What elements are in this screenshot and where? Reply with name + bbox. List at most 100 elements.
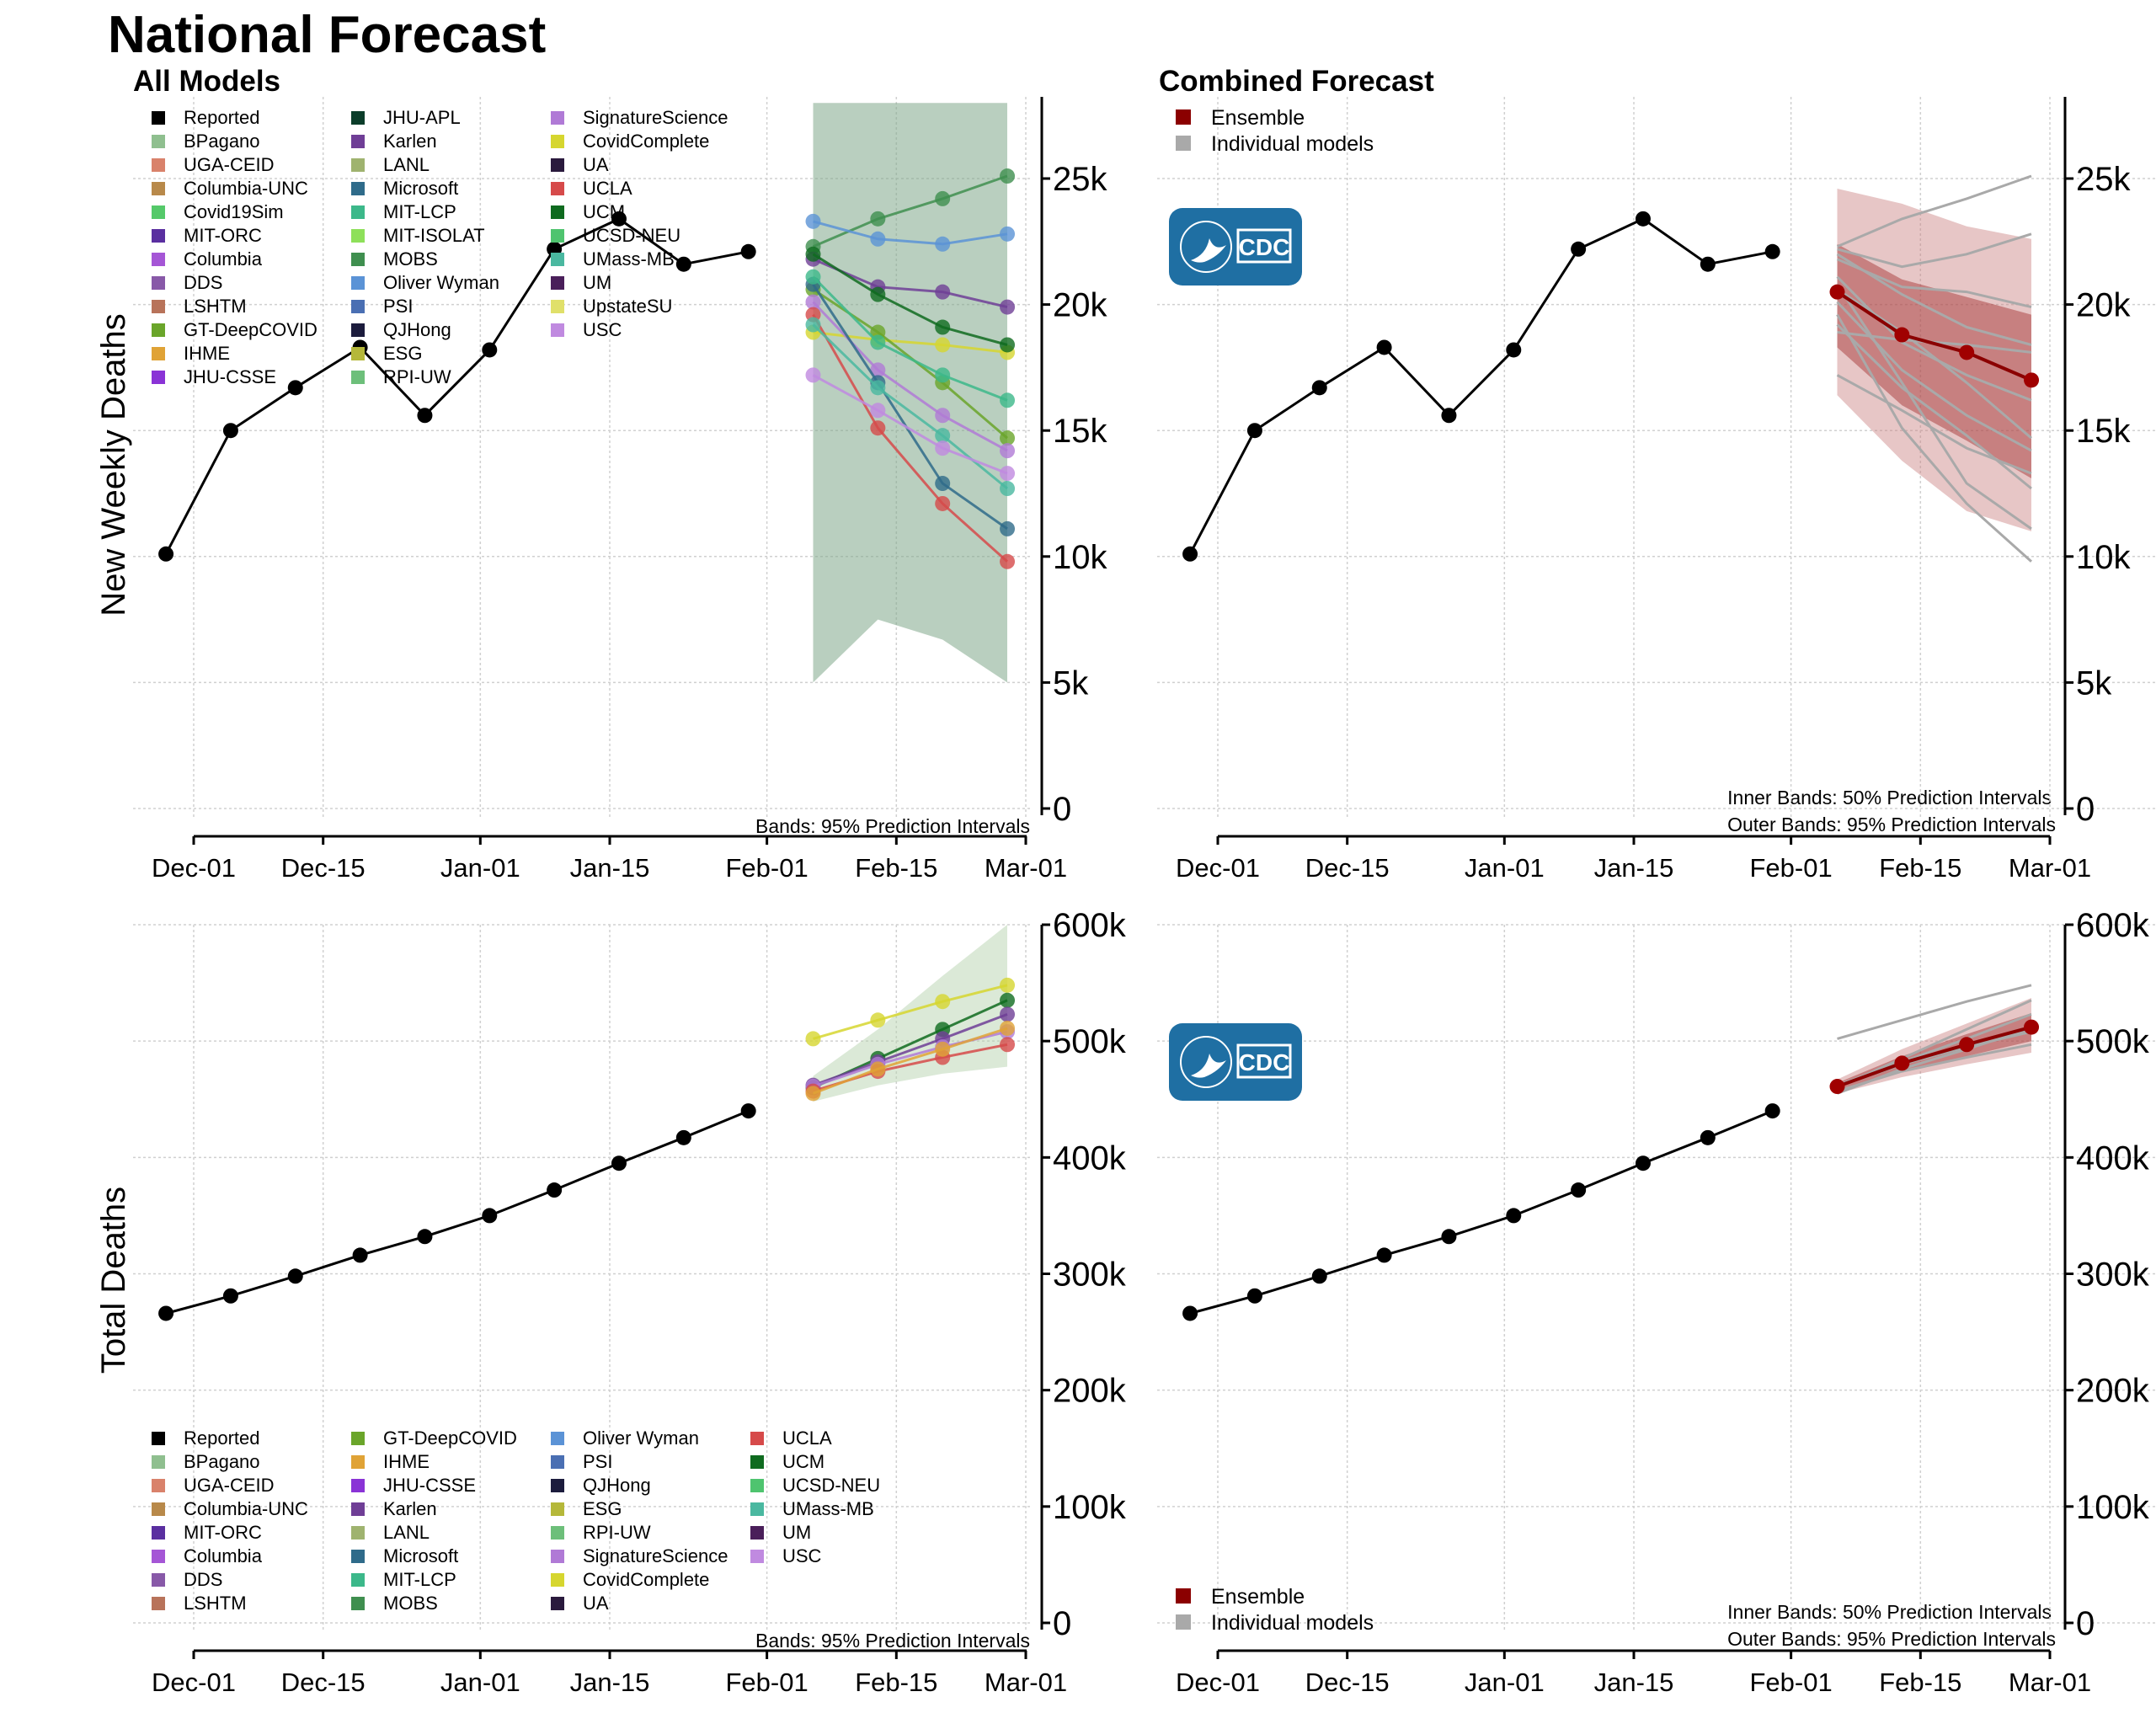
x-tick-label: Dec-15	[1305, 853, 1390, 883]
series-point-mobs	[935, 190, 951, 206]
legend-swatch	[351, 1502, 365, 1516]
y-tick-label: 10k	[2076, 539, 2131, 576]
series-point-signaturescience	[1000, 443, 1016, 459]
cdc-logo-text: CDC	[1239, 1049, 1290, 1075]
model-legend-model_legend_top: ReportedBPaganoUGA-CEIDColumbia-UNCCovid…	[152, 107, 728, 387]
legend-label: MIT-LCP	[383, 1569, 456, 1590]
reported-point	[1441, 1229, 1457, 1245]
legend-label: USC	[782, 1545, 822, 1566]
series-point-covidcomplete	[935, 337, 951, 353]
legend-swatch	[152, 371, 165, 384]
ensemble-point	[1894, 1055, 1910, 1071]
legend-swatch	[551, 253, 564, 266]
x-tick-label: Jan-01	[440, 853, 520, 883]
x-tick-label: Feb-01	[1750, 1668, 1833, 1697]
inner-band-note-bottom-right: Inner Bands: 50% Prediction Intervals	[1727, 1601, 2052, 1623]
legend-label: PSI	[583, 1451, 612, 1472]
outer-band-note-top-right: Outer Bands: 95% Prediction Intervals	[1727, 814, 2056, 835]
legend-label: MIT-ISOLAT	[383, 225, 485, 246]
legend-label-individual: Individual models	[1211, 1611, 1374, 1635]
legend-label: RPI-UW	[583, 1522, 651, 1543]
legend-swatch-ensemble	[1176, 109, 1191, 125]
legend-swatch	[152, 229, 165, 243]
legend-swatch	[351, 1573, 365, 1587]
y-tick-label: 5k	[1053, 664, 1089, 702]
legend-swatch	[152, 205, 165, 219]
reported-point	[675, 1129, 691, 1145]
legend-swatch	[351, 1550, 365, 1563]
reported-point	[352, 1247, 368, 1263]
series-point-ucla	[870, 420, 886, 436]
series-point-covidcomplete	[805, 1031, 821, 1047]
legend-swatch	[551, 323, 564, 337]
legend-label: LSHTM	[184, 296, 247, 317]
series-point-microsoft	[1000, 520, 1016, 536]
legend-swatch	[551, 182, 564, 195]
y-tick-label: 15k	[2076, 413, 2131, 450]
hhs-seal-icon	[1180, 221, 1232, 273]
legend-label: MOBS	[383, 248, 438, 269]
y-axis-label-total: Total Deaths	[95, 1187, 132, 1374]
legend-swatch	[152, 253, 165, 266]
legend-swatch-individual	[1176, 1614, 1191, 1630]
hhs-seal-icon	[1180, 1036, 1232, 1088]
y-tick-label: 0	[2076, 791, 2095, 828]
individual-model-line	[1836, 275, 2032, 402]
legend-label: Oliver Wyman	[383, 272, 499, 293]
series-point-ucla	[1000, 553, 1016, 569]
y-tick-label: 200k	[2076, 1373, 2150, 1410]
ensemble-point	[1894, 327, 1910, 343]
y-tick-label: 5k	[2076, 664, 2112, 702]
legend-label: ESG	[583, 1498, 622, 1519]
legend-swatch	[152, 276, 165, 290]
panel-top_right: 0 5k 10k 15k 20k 25k Dec-01 Dec-15 Jan-01 Jan-15 F…	[1157, 97, 2156, 883]
legend-label: UM	[782, 1522, 811, 1543]
legend-swatch	[551, 1502, 564, 1516]
x-tick-label: Dec-15	[281, 853, 366, 883]
legend-label: USC	[583, 319, 622, 340]
legend-swatch	[750, 1526, 764, 1540]
reported-point	[1571, 241, 1587, 257]
panel-bottom_left: 0 100k 200k 300k 400k 500k 600k Dec-01 Dec-15 Jan…	[133, 907, 1127, 1697]
legend-label: SignatureScience	[583, 1545, 728, 1566]
legend-swatch	[351, 300, 365, 313]
series-line-ucm	[812, 253, 1008, 346]
legend-label: UA	[583, 154, 609, 175]
cdc-logo-background	[1169, 208, 1302, 285]
legend-swatch	[351, 1526, 365, 1540]
legend-label: GT-DeepCOVID	[383, 1427, 517, 1449]
series-line-covidcomplete	[813, 984, 1008, 1040]
reported-point	[417, 408, 433, 424]
series-point-usc	[870, 403, 886, 419]
series-point-mobs	[870, 211, 886, 227]
x-tick-label: Feb-01	[726, 853, 808, 883]
y-tick-label: 300k	[1053, 1257, 1127, 1294]
x-tick-label: Feb-15	[855, 1668, 937, 1697]
reported-point	[482, 342, 498, 358]
legend-swatch	[152, 158, 165, 172]
legend-label: JHU-APL	[383, 107, 461, 128]
panel-bottom_right: 0 100k 200k 300k 400k 500k 600k Dec-01 Dec-15 Jan…	[1157, 907, 2156, 1697]
legend-label: Reported	[184, 1427, 260, 1449]
series-line-oliver-wyman	[813, 220, 1008, 246]
x-tick-label: Jan-15	[1594, 1668, 1674, 1697]
legend-swatch	[152, 1455, 165, 1469]
x-tick-label: Feb-15	[855, 853, 937, 883]
x-tick-label: Jan-15	[1594, 853, 1674, 883]
legend-swatch	[551, 135, 564, 148]
reported-point	[287, 380, 303, 396]
legend-swatch	[551, 1526, 564, 1540]
y-tick-label: 0	[2076, 1605, 2095, 1642]
reported-point	[1182, 1305, 1198, 1321]
legend-label: RPI-UW	[383, 366, 451, 387]
series-point-mit-lcp	[1000, 392, 1016, 408]
legend-label: CovidComplete	[583, 1569, 709, 1590]
series-point-usc	[935, 440, 951, 456]
series-point-mobs	[1000, 168, 1016, 184]
y-tick-label: 0	[1053, 791, 1071, 828]
legend-swatch	[351, 135, 365, 148]
y-tick-label: 100k	[2076, 1489, 2150, 1526]
ensemble-band-50	[1837, 243, 2031, 478]
series-point-karlen	[1000, 1006, 1016, 1022]
